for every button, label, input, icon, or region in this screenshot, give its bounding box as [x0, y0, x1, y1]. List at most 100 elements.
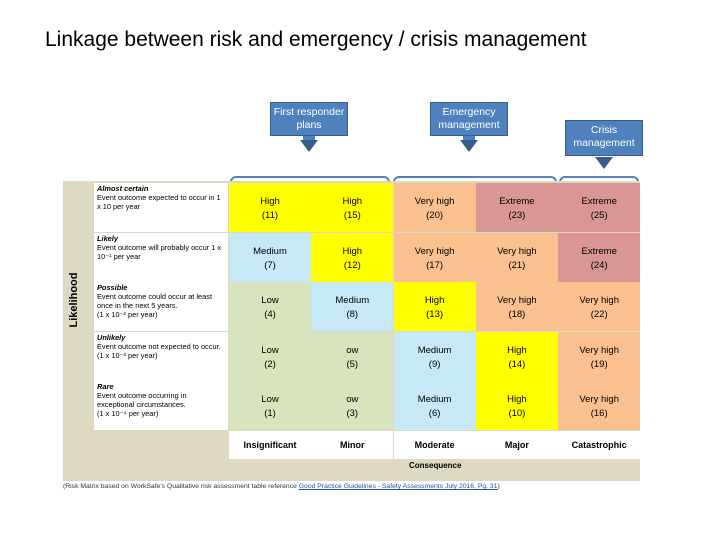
risk-level: Low	[229, 393, 311, 407]
risk-level: Medium	[394, 344, 476, 358]
risk-level: Extreme	[558, 195, 640, 209]
likelihood-level-name: Almost certain	[97, 184, 225, 193]
risk-level: Extreme	[558, 245, 640, 259]
risk-cell: Very high (20)	[394, 183, 476, 232]
likelihood-row-header: Possible Event outcome could occur at lea…	[94, 282, 228, 331]
risk-score: (6)	[394, 407, 476, 421]
emergency-callout: Emergency management	[430, 102, 508, 136]
risk-level: High	[476, 344, 558, 358]
likelihood-level-name: Rare	[97, 382, 225, 391]
risk-cell: Very high (16)	[558, 381, 640, 430]
risk-level: ow	[311, 344, 393, 358]
footnote-link[interactable]: Good Practice Guidelines - Safety Assess…	[299, 483, 498, 490]
risk-level: Medium	[394, 393, 476, 407]
risk-cell: Very high (18)	[476, 282, 558, 331]
risk-cell: Medium (7)	[229, 233, 311, 282]
risk-level: High	[476, 393, 558, 407]
risk-level: Very high	[394, 195, 476, 209]
risk-score: (15)	[311, 209, 393, 223]
likelihood-level-description: Event outcome could occur at least once …	[97, 292, 225, 319]
risk-score: (17)	[394, 259, 476, 273]
risk-score: (13)	[394, 308, 476, 322]
footnote: (Risk Matrix based on WorkSafe's Qualita…	[63, 483, 500, 490]
risk-cell: ow (3)	[311, 381, 393, 430]
first-responder-arrow	[300, 140, 318, 152]
likelihood-row-header: Likely Event outcome will probably occur …	[94, 233, 228, 282]
risk-level: High	[311, 245, 393, 259]
likelihood-row-header: Unlikely Event outcome not expected to oc…	[94, 332, 228, 381]
risk-cell: High (13)	[394, 282, 476, 331]
risk-score: (9)	[394, 358, 476, 372]
risk-level: Low	[229, 344, 311, 358]
risk-cell: Very high (22)	[558, 282, 640, 331]
first-responder-callout: First responder plans	[270, 102, 348, 136]
likelihood-level-description: Event outcome occurring in exceptional c…	[97, 391, 225, 418]
risk-cell: Medium (6)	[394, 381, 476, 430]
risk-cell: Low (2)	[229, 332, 311, 381]
risk-score: (10)	[476, 407, 558, 421]
risk-cell: High (15)	[311, 183, 393, 232]
risk-level: Medium	[311, 294, 393, 308]
consequence-column-header: Minor	[311, 431, 393, 459]
crisis-callout: Crisis management	[565, 120, 643, 156]
risk-cell: High (10)	[476, 381, 558, 430]
risk-cell: ow (5)	[311, 332, 393, 381]
risk-level: Very high	[558, 393, 640, 407]
likelihood-level-name: Possible	[97, 283, 225, 292]
risk-score: (7)	[229, 259, 311, 273]
risk-score: (12)	[311, 259, 393, 273]
risk-cell: Very high (21)	[476, 233, 558, 282]
risk-level: High	[311, 195, 393, 209]
risk-score: (25)	[558, 209, 640, 223]
risk-level: Extreme	[476, 195, 558, 209]
risk-score: (18)	[476, 308, 558, 322]
crisis-arrow	[595, 157, 613, 169]
risk-cell: Medium (8)	[311, 282, 393, 331]
likelihood-level-name: Likely	[97, 234, 225, 243]
likelihood-row-header: Rare Event outcome occurring in exception…	[94, 381, 228, 430]
likelihood-level-description: Event outcome not expected to occur. (1 …	[97, 342, 225, 360]
footnote-end: )	[498, 483, 500, 490]
risk-cell: Medium (9)	[394, 332, 476, 381]
likelihood-level-name: Unlikely	[97, 333, 225, 342]
first-responder-label: First responder plans	[271, 106, 347, 132]
risk-score: (14)	[476, 358, 558, 372]
risk-cell: Very high (19)	[558, 332, 640, 381]
risk-level: Very high	[558, 294, 640, 308]
likelihood-axis-label: Likelihood	[64, 260, 84, 340]
risk-cell: Very high (17)	[394, 233, 476, 282]
risk-score: (19)	[558, 358, 640, 372]
risk-cell: High (12)	[311, 233, 393, 282]
risk-score: (4)	[229, 308, 311, 322]
likelihood-row-header: Almost certain Event outcome expected to …	[94, 183, 228, 232]
risk-level: High	[229, 195, 311, 209]
risk-level: Very high	[476, 245, 558, 259]
risk-level: Very high	[476, 294, 558, 308]
risk-score: (2)	[229, 358, 311, 372]
risk-cell: High (11)	[229, 183, 311, 232]
consequence-column-header: Insignificant	[229, 431, 311, 459]
risk-cell: Low (1)	[229, 381, 311, 430]
consequence-column-header: Catastrophic	[558, 431, 640, 459]
risk-level: Very high	[394, 245, 476, 259]
consequence-axis-label: Consequence	[229, 459, 640, 479]
risk-cell: Extreme (24)	[558, 233, 640, 282]
risk-score: (5)	[311, 358, 393, 372]
risk-cell: Extreme (23)	[476, 183, 558, 232]
risk-score: (20)	[394, 209, 476, 223]
risk-score: (16)	[558, 407, 640, 421]
risk-score: (3)	[311, 407, 393, 421]
consequence-column-header: Moderate	[394, 431, 476, 459]
risk-score: (21)	[476, 259, 558, 273]
risk-score: (8)	[311, 308, 393, 322]
likelihood-level-description: Event outcome will probably occur 1 x 10…	[97, 243, 225, 261]
risk-score: (22)	[558, 308, 640, 322]
risk-cell: High (14)	[476, 332, 558, 381]
risk-score: (11)	[229, 209, 311, 223]
footnote-text: (Risk Matrix based on WorkSafe's Qualita…	[63, 483, 299, 490]
crisis-label: Crisis management	[566, 124, 642, 150]
risk-score: (1)	[229, 407, 311, 421]
risk-cell: Low (4)	[229, 282, 311, 331]
risk-level: ow	[311, 393, 393, 407]
consequence-column-header: Major	[476, 431, 558, 459]
